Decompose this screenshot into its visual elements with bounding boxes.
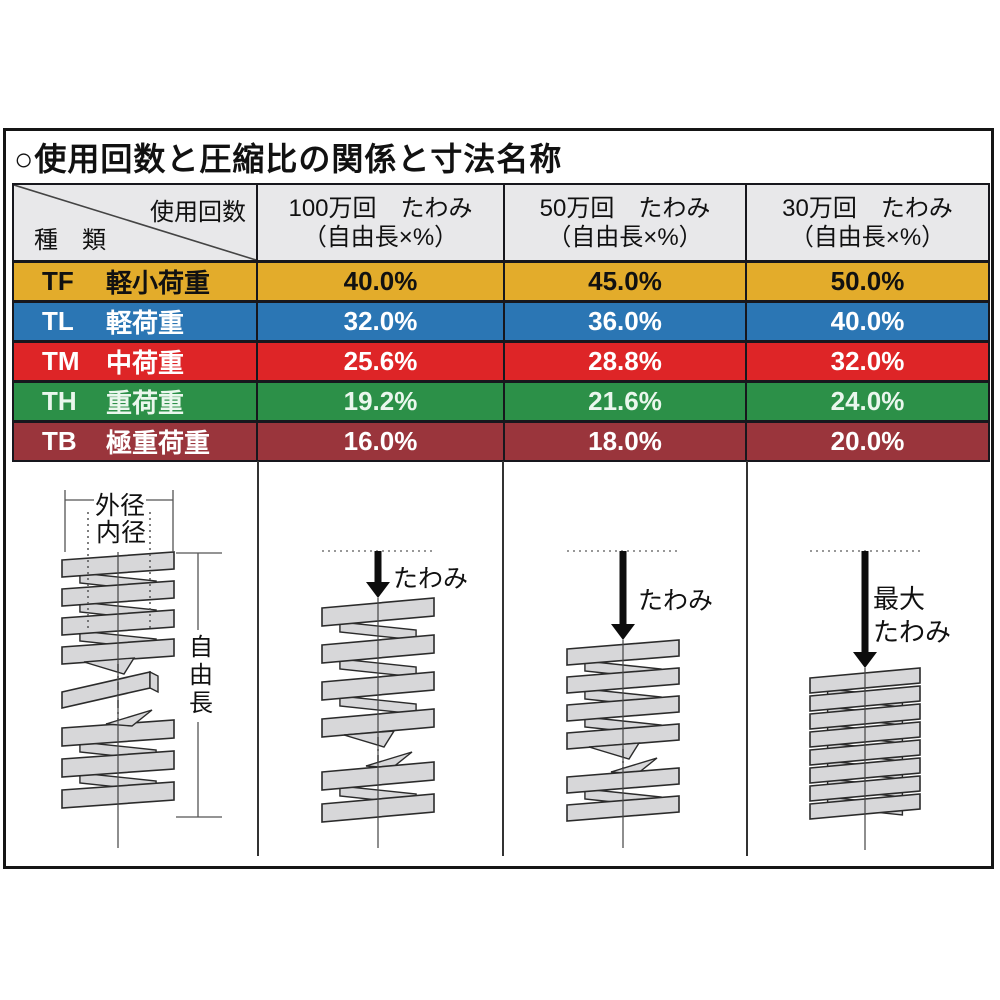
- corner-label-type: 種 類: [34, 227, 106, 254]
- table-corner-cell: 使用回数 種 類: [14, 185, 256, 260]
- value-cell: 45.0%: [505, 263, 745, 300]
- value-cell: 36.0%: [505, 303, 745, 340]
- value-cell: 50.0%: [747, 263, 988, 300]
- table-header-row: 使用回数 種 類 100万回 たわみ （自由長×%） 50万回 たわみ （自由長…: [14, 185, 988, 260]
- corner-label-usage-count: 使用回数: [150, 199, 246, 226]
- column-header-300k: 30万回 たわみ （自由長×%）: [747, 185, 988, 260]
- table-row-tb: TB 極重荷重 16.0% 18.0% 20.0%: [14, 423, 988, 460]
- type-cell: TB 極重荷重: [14, 423, 256, 460]
- table-row-tm: TM 中荷重 25.6% 28.8% 32.0%: [14, 343, 988, 380]
- type-name: 軽荷重: [106, 308, 185, 338]
- column-header-line1: 100万回 たわみ: [288, 194, 473, 222]
- free-length-label: 自由長: [180, 630, 216, 722]
- value-cell: 40.0%: [258, 263, 503, 300]
- value-cell: 40.0%: [747, 303, 988, 340]
- type-code: TL: [42, 306, 74, 336]
- type-cell: TM 中荷重: [14, 343, 256, 380]
- value-cell: 28.8%: [505, 343, 745, 380]
- value-cell: 21.6%: [505, 383, 745, 420]
- column-header-line2: （自由長×%）: [547, 223, 703, 251]
- value-cell: 18.0%: [505, 423, 745, 460]
- corner-diagonal-line: [14, 185, 256, 260]
- compression-ratio-table: 使用回数 種 類 100万回 たわみ （自由長×%） 50万回 たわみ （自由長…: [12, 183, 990, 462]
- type-code: TH: [42, 386, 77, 416]
- page-title: ○使用回数と圧縮比の関係と寸法名称: [14, 141, 563, 177]
- table-row-tl: TL 軽荷重 32.0% 36.0% 40.0%: [14, 303, 988, 340]
- deflection-label-1m: たわみ: [393, 565, 469, 593]
- value-cell: 32.0%: [747, 343, 988, 380]
- value-cell: 24.0%: [747, 383, 988, 420]
- column-header-line1: 50万回 たわみ: [539, 194, 711, 222]
- table-row-th: TH 重荷重 19.2% 21.6% 24.0%: [14, 383, 988, 420]
- type-name: 軽小荷重: [106, 268, 211, 298]
- type-name: 極重荷重: [106, 428, 211, 458]
- value-cell: 32.0%: [258, 303, 503, 340]
- inner-diameter-label: 内径: [95, 519, 147, 547]
- table-row-tf: TF 軽小荷重 40.0% 45.0% 50.0%: [14, 263, 988, 300]
- type-code: TF: [42, 266, 74, 296]
- max-deflection-label: 最大 たわみ: [873, 583, 951, 649]
- type-code: TB: [42, 426, 77, 456]
- type-cell: TH 重荷重: [14, 383, 256, 420]
- type-cell: TF 軽小荷重: [14, 263, 256, 300]
- type-name: 重荷重: [106, 388, 185, 418]
- column-header-line1: 30万回 たわみ: [782, 194, 953, 222]
- deflection-label-500k: たわみ: [638, 587, 714, 615]
- column-header-line2: （自由長×%）: [789, 223, 946, 251]
- value-cell: 20.0%: [747, 423, 988, 460]
- column-header-500k: 50万回 たわみ （自由長×%）: [505, 185, 745, 260]
- max-deflection-line1: 最大: [873, 584, 926, 614]
- outer-diameter-label: 外径: [94, 492, 146, 520]
- value-cell: 19.2%: [258, 383, 503, 420]
- column-header-line2: （自由長×%）: [302, 223, 459, 251]
- type-cell: TL 軽荷重: [14, 303, 256, 340]
- type-name: 中荷重: [106, 348, 185, 378]
- max-deflection-line2: たわみ: [873, 617, 952, 647]
- column-header-1m: 100万回 たわみ （自由長×%）: [258, 185, 503, 260]
- value-cell: 25.6%: [258, 343, 503, 380]
- value-cell: 16.0%: [258, 423, 503, 460]
- type-code: TM: [42, 346, 80, 376]
